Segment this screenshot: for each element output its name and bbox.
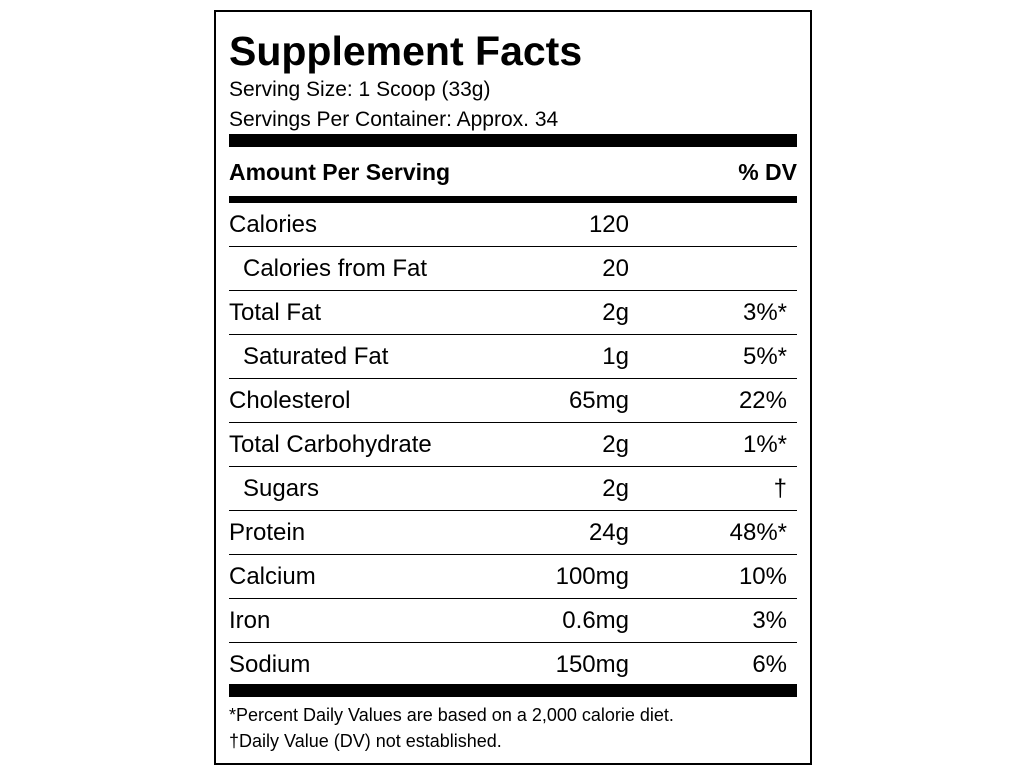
nutrient-name: Cholesterol — [229, 387, 351, 414]
nutrient-amount: 100mg — [555, 563, 629, 590]
nutrient-amount: 65mg — [568, 387, 629, 414]
nutrient-dv: 5%* — [742, 343, 787, 370]
nutrient-row-protein: Protein 24g 48%* — [229, 511, 797, 555]
nutrient-dv: 48%* — [729, 519, 787, 546]
nutrient-row-sugars: Sugars 2g † — [229, 467, 797, 511]
nutrient-amount: 2g — [602, 299, 629, 326]
panel-title: Supplement Facts — [229, 28, 583, 74]
nutrient-row-total-fat: Total Fat 2g 3%* — [229, 291, 797, 335]
nutrient-name: Total Fat — [229, 299, 322, 326]
nutrient-dv: 6% — [752, 651, 787, 678]
nutrient-dv: † — [773, 475, 787, 502]
nutrient-name: Sugars — [243, 475, 320, 502]
nutrient-dv: 3%* — [742, 299, 787, 326]
footnote-dv-not-established: †Daily Value (DV) not established. — [229, 731, 502, 751]
thick-divider-bottom — [229, 684, 797, 697]
nutrient-name: Saturated Fat — [243, 343, 389, 370]
nutrient-row-total-carbohydrate: Total Carbohydrate 2g 1%* — [229, 423, 797, 467]
nutrient-dv: 22% — [738, 387, 787, 414]
nutrient-row-calories: Calories 120 — [229, 203, 797, 247]
nutrient-amount: 120 — [588, 211, 629, 238]
nutrient-row-iron: Iron 0.6mg 3% — [229, 599, 797, 643]
nutrient-amount: 1g — [602, 343, 629, 370]
nutrient-amount: 2g — [602, 431, 629, 458]
nutrient-row-sodium: Sodium 150mg 6% — [229, 643, 797, 686]
thick-divider-top — [229, 134, 797, 147]
nutrient-row-calcium: Calcium 100mg 10% — [229, 555, 797, 599]
nutrient-amount: 20 — [602, 255, 629, 282]
nutrient-row-cholesterol: Cholesterol 65mg 22% — [229, 379, 797, 423]
nutrient-amount: 24g — [588, 519, 629, 546]
nutrient-dv: 1%* — [742, 431, 787, 458]
nutrient-name: Iron — [229, 607, 271, 634]
amount-per-serving-label: Amount Per Serving — [229, 159, 451, 185]
nutrient-dv: 3% — [752, 607, 787, 634]
nutrient-name: Calories — [229, 211, 318, 238]
serving-size: Serving Size: 1 Scoop (33g) — [229, 78, 491, 101]
nutrient-name: Calcium — [229, 563, 316, 590]
supplement-facts-panel: Supplement Facts Serving Size: 1 Scoop (… — [214, 10, 812, 765]
nutrient-row-calories-from-fat: Calories from Fat 20 — [229, 247, 797, 291]
footnote-daily-values: *Percent Daily Values are based on a 2,0… — [229, 705, 674, 725]
daily-value-label: % DV — [738, 159, 797, 185]
nutrient-amount: 150mg — [555, 651, 629, 678]
nutrient-amount: 0.6mg — [562, 607, 629, 634]
nutrient-name: Protein — [229, 519, 306, 546]
servings-per-container: Servings Per Container: Approx. 34 — [229, 108, 559, 131]
medium-divider — [229, 196, 797, 203]
nutrient-name: Sodium — [229, 651, 311, 678]
nutrient-row-saturated-fat: Saturated Fat 1g 5%* — [229, 335, 797, 379]
nutrient-name: Total Carbohydrate — [229, 431, 432, 458]
nutrient-amount: 2g — [602, 475, 629, 502]
panel-content: Supplement Facts Serving Size: 1 Scoop (… — [229, 12, 797, 763]
amount-header: Amount Per Serving % DV — [229, 148, 797, 196]
nutrient-name: Calories from Fat — [243, 255, 428, 282]
nutrient-table: Calories 120 Calories from Fat 20 Total … — [229, 203, 797, 686]
nutrient-dv: 10% — [738, 563, 787, 590]
